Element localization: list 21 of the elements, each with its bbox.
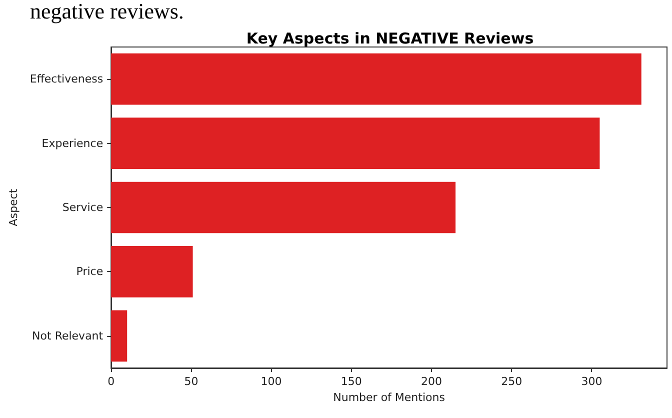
bar [111,246,193,298]
y-tick-label: Experience [42,136,104,150]
text: negative reviews. [30,0,184,24]
y-tick-label: Price [76,265,104,278]
y-tick-label: Service [62,201,104,214]
chart-title: Key Aspects in NEGATIVE Reviews [246,30,534,48]
bar [111,182,456,234]
bar [111,310,128,362]
x-tick-label: 150 [340,375,362,388]
x-axis-title: Number of Mentions [333,390,446,404]
x-tick-label: 300 [581,375,602,388]
x-tick-label: 0 [108,375,115,388]
x-tick-label: 200 [421,375,442,388]
x-tick-label: 50 [184,375,198,388]
y-axis-title: Aspect [7,188,20,226]
y-tick-label: Not Relevant [32,329,104,342]
x-tick-label: 250 [501,375,522,388]
x-tick-label: 100 [260,375,282,388]
bar [111,118,600,169]
y-tick-label: Effectiveness [30,72,104,86]
bar [111,53,642,105]
